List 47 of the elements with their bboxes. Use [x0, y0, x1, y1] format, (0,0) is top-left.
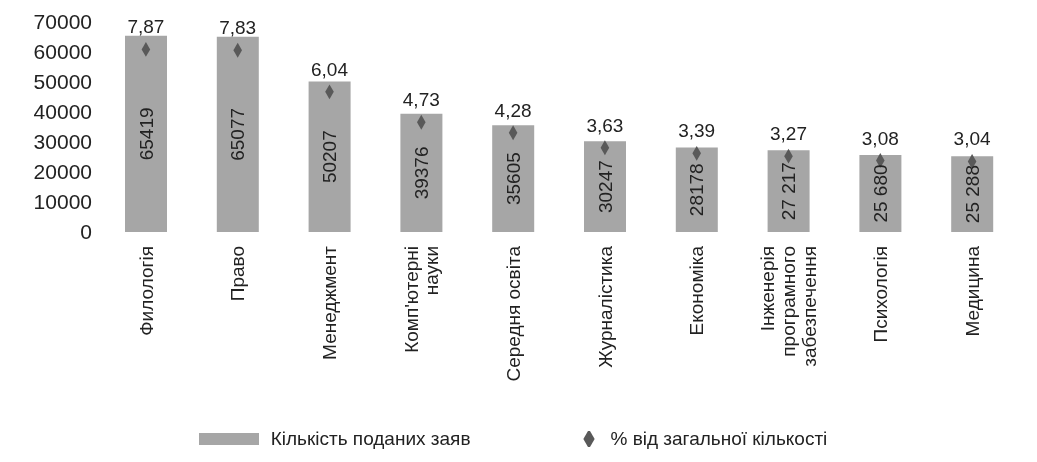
x-tick-label: Право [227, 246, 249, 302]
data-label: 3,63 [586, 114, 624, 136]
data-label: 4,28 [494, 99, 532, 121]
x-tick-label: Комп'ютерні науки [400, 246, 443, 353]
y-tick-label: 60000 [33, 40, 92, 64]
x-tick-label: Психологія [869, 246, 891, 343]
y-tick-label: 50000 [33, 70, 92, 94]
legend-label: % від загальної кількості [610, 428, 828, 450]
data-label: 4,73 [402, 89, 440, 111]
data-label: 3,04 [953, 128, 992, 150]
data-label: 3,08 [861, 127, 899, 149]
data-label: 25 288 [961, 165, 983, 224]
data-label: 65077 [227, 107, 249, 161]
y-tick-label: 30000 [33, 130, 92, 154]
data-label: 65419 [135, 107, 157, 161]
x-tick-label: Менеджмент [319, 245, 341, 360]
x-tick-label: Економіка [686, 245, 708, 336]
bar [216, 36, 259, 232]
y-tick-label: 10000 [33, 190, 92, 214]
bar [308, 81, 351, 232]
x-tick-label: Інженерія програмного забезпечення [757, 246, 821, 367]
bar [492, 125, 535, 232]
data-label: 28178 [686, 163, 708, 217]
bar [125, 35, 167, 232]
data-label: 3,27 [770, 123, 807, 145]
y-tick-label: 20000 [33, 160, 92, 184]
x-tick-label: Филологія [135, 246, 157, 336]
y-tick-label: 0 [80, 220, 92, 244]
x-tick-label: Медицина [961, 245, 983, 337]
bar [584, 141, 626, 232]
data-label: 35605 [502, 152, 524, 206]
legend-label: Кількість поданих заяв [270, 428, 471, 450]
x-tick-label: Середня освіта [502, 245, 524, 382]
y-tick-label: 70000 [33, 10, 92, 34]
x-tick-label: Журналістика [594, 245, 616, 368]
bar [400, 113, 443, 232]
data-label: 30247 [594, 160, 616, 214]
data-label: 25 680 [870, 164, 892, 223]
data-label: 7,87 [127, 16, 165, 38]
data-label: 50207 [319, 130, 341, 184]
data-label: 6,04 [311, 58, 349, 80]
y-tick-label: 40000 [33, 100, 92, 124]
bar [767, 150, 810, 232]
data-label: 7,83 [219, 17, 257, 39]
data-label: 3,39 [678, 120, 716, 142]
data-label: 27 217 [778, 162, 800, 221]
data-label: 39376 [411, 146, 433, 200]
